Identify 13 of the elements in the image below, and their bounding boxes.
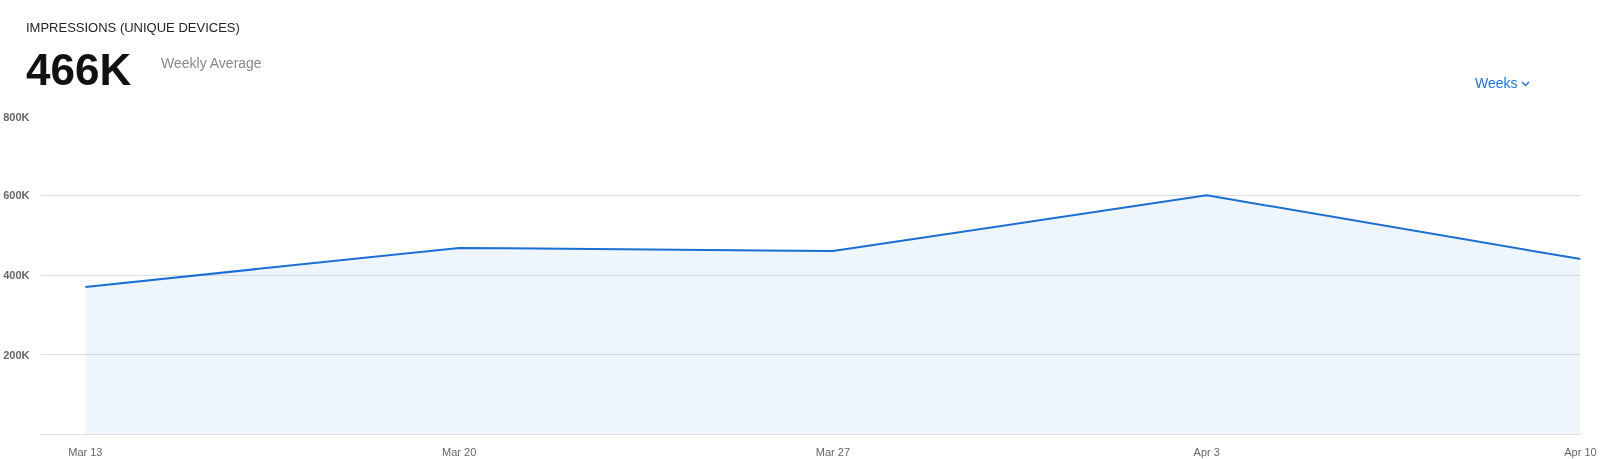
chart-title: IMPRESSIONS (UNIQUE DEVICES) [26, 19, 240, 37]
x-tick-label: Mar 20 [442, 445, 477, 458]
x-tick-label: Apr 10 [1564, 445, 1597, 458]
x-tick-label: Mar 13 [68, 445, 103, 458]
text: Weeks [1475, 74, 1519, 93]
y-tick-label: 600K [3, 189, 30, 202]
text: Weekly Average [161, 54, 262, 73]
x-tick-label: Apr 3 [1193, 445, 1220, 458]
y-tick-label: 400K [3, 269, 30, 281]
y-tick-label: 200K [3, 348, 30, 361]
text: 466K [26, 44, 132, 96]
x-tick-label: Mar 27 [815, 445, 851, 458]
y-tick-label: 800K [3, 110, 30, 123]
